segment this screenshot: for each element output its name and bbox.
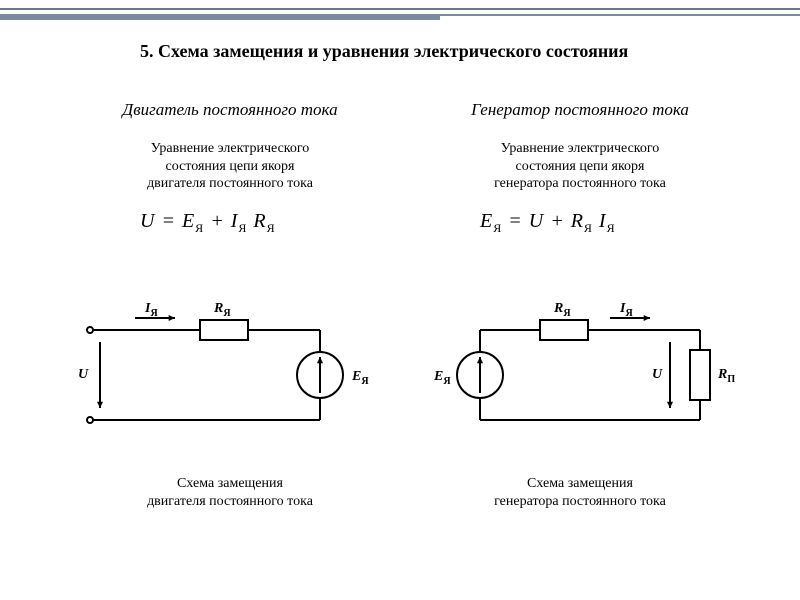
left-column-title: Двигатель постоянного тока [80, 100, 380, 120]
left-equation-label: Уравнение электрическогосостояния цепи я… [80, 140, 380, 193]
svg-text:U: U [78, 367, 89, 382]
right-equation-label: Уравнение электрическогосостояния цепи я… [420, 140, 740, 193]
svg-text:EЯ: EЯ [351, 369, 369, 387]
svg-text:EЯ: EЯ [433, 369, 451, 387]
right-equation: EЯ = U + RЯ IЯ [480, 210, 616, 236]
svg-text:IЯ: IЯ [619, 301, 633, 319]
svg-text:U: U [652, 367, 663, 382]
left-circuit-diagram: IЯ RЯ U EЯ [70, 270, 410, 470]
right-circuit-caption: Схема замещениягенератора постоянного то… [420, 475, 740, 510]
svg-text:RЯ: RЯ [213, 301, 231, 319]
svg-text:RП: RП [717, 367, 735, 385]
right-column-title: Генератор постоянного тока [420, 100, 740, 120]
right-circuit-diagram: IЯ RЯ U EЯ RП [420, 270, 760, 470]
left-equation: U = EЯ + IЯ RЯ [140, 210, 276, 236]
left-circuit-caption: Схема замещениядвигателя постоянного ток… [80, 475, 380, 510]
page-title: 5. Схема замещения и уравнения электриче… [140, 40, 700, 63]
header-decorative-bar [0, 0, 800, 28]
svg-text:IЯ: IЯ [144, 301, 158, 319]
svg-text:RЯ: RЯ [553, 301, 571, 319]
